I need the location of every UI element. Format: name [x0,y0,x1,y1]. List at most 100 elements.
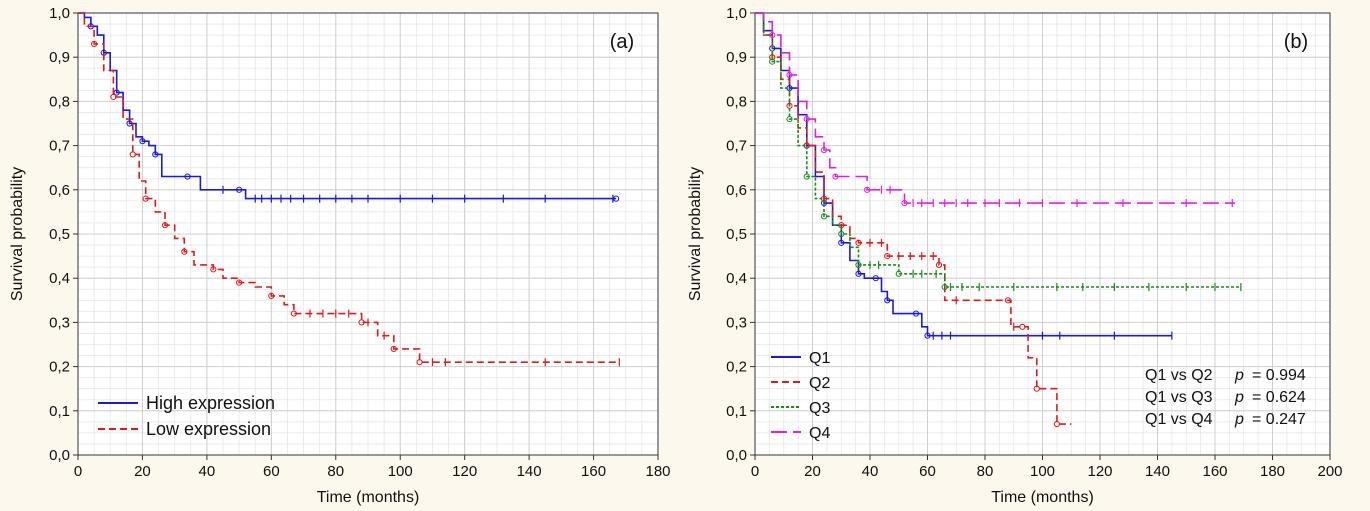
event-marker [786,71,793,78]
event-marker [181,248,188,255]
x-axis-title: Time (months) [991,489,1094,506]
x-tick-label: 120 [452,463,477,480]
event-marker [855,270,862,277]
event-marker [935,261,943,269]
y-tick-label: 1,0 [49,5,70,22]
event-marker [872,275,879,282]
event-marker [941,283,948,291]
event-marker [1053,420,1060,428]
x-tick-label: 160 [1202,463,1227,480]
x-tick-label: 80 [327,463,344,480]
y-tick-label: 0,7 [726,138,747,155]
event-marker [901,199,908,207]
event-marker [820,213,828,220]
event-marker [110,93,117,101]
y-axis-title: Survival probability [687,167,704,301]
y-tick-label: 0,6 [49,182,70,199]
survival-curve-low-expression [78,12,620,363]
event-marker [912,310,920,317]
legend-label: Low expression [146,419,271,439]
event-marker [855,239,862,246]
y-tick-label: 0,1 [726,403,747,420]
comparison-label: Q1 vs Q3 [1145,389,1213,406]
event-marker [769,58,776,65]
legend-label: High expression [146,393,275,413]
x-tick-label: 60 [919,463,936,480]
legend-label: Q3 [809,400,830,417]
event-marker [832,173,839,180]
y-tick-label: 0,1 [49,403,70,420]
y-tick-label: 0,2 [49,359,70,376]
panel-b-chart: 0 20 40 60 80 100 120 140 160 180 200 0,0 0,1 0,2 0,3 0… [687,5,1343,506]
event-marker [820,146,828,154]
x-tick-label: 0 [751,463,759,480]
event-marker [236,186,243,193]
event-marker [268,292,275,299]
x-tick-label: 120 [1087,463,1112,480]
y-tick-label: 0,3 [49,314,70,331]
event-marker [803,115,810,123]
y-axis-title: Survival probability [9,167,26,301]
y-tick-label: 0,2 [726,359,747,376]
legend-label: Q4 [809,425,830,442]
event-marker [390,345,397,353]
event-marker [358,319,365,326]
event-marker [1004,297,1012,304]
legend-label: Q1 [809,350,830,367]
event-marker [184,173,191,180]
p-value: = 0.994 [1252,367,1306,384]
comparison-label: Q1 vs Q4 [1145,411,1213,428]
y-tick-label: 0,9 [49,49,70,66]
event-marker [129,151,136,158]
x-tick-label: 20 [134,463,151,480]
y-tick-label: 0,9 [726,49,747,66]
x-tick-label: 100 [1030,463,1055,480]
event-marker [152,151,159,158]
event-marker [838,239,845,246]
y-tick-label: 0,0 [726,447,747,464]
y-tick-label: 1,0 [726,5,747,22]
event-marker [290,310,297,317]
p-value: = 0.624 [1252,389,1306,406]
y-tick-label: 0,8 [726,93,747,110]
event-marker [769,54,776,61]
event-marker [139,138,146,145]
event-marker [1019,323,1026,330]
x-tick-label: 160 [581,463,606,480]
event-marker [838,230,845,238]
event-marker [613,195,620,202]
x-tick-label: 20 [804,463,821,480]
y-tick-label: 0,0 [49,447,70,464]
event-marker [1033,385,1040,392]
event-marker [769,32,776,39]
x-tick-label: 40 [199,463,216,480]
legend-label: Q2 [809,375,830,392]
x-tick-label: 40 [862,463,879,480]
y-tick-label: 0,3 [726,314,747,331]
event-marker [416,359,423,366]
event-marker [91,40,98,48]
p-symbol: p [1234,389,1244,406]
y-tick-label: 0,7 [49,138,70,155]
y-tick-label: 0,4 [726,270,747,287]
y-tick-label: 0,5 [726,226,747,243]
event-marker [895,270,902,277]
comparison-label: Q1 vs Q2 [1145,367,1213,384]
event-marker [786,102,793,109]
event-marker [236,279,243,286]
x-tick-label: 200 [1317,463,1342,480]
y-tick-label: 0,5 [49,226,70,243]
y-tick-label: 0,6 [726,182,747,199]
event-marker [924,332,931,339]
x-tick-label: 140 [517,463,542,480]
event-marker [884,253,891,260]
event-marker [803,173,810,180]
x-axis-title: Time (months) [317,489,420,506]
x-tick-label: 80 [977,463,994,480]
p-value: = 0.247 [1252,411,1306,428]
x-tick-label: 100 [388,463,413,480]
event-marker [142,195,149,202]
x-tick-label: 180 [645,463,670,480]
event-marker [855,261,862,269]
